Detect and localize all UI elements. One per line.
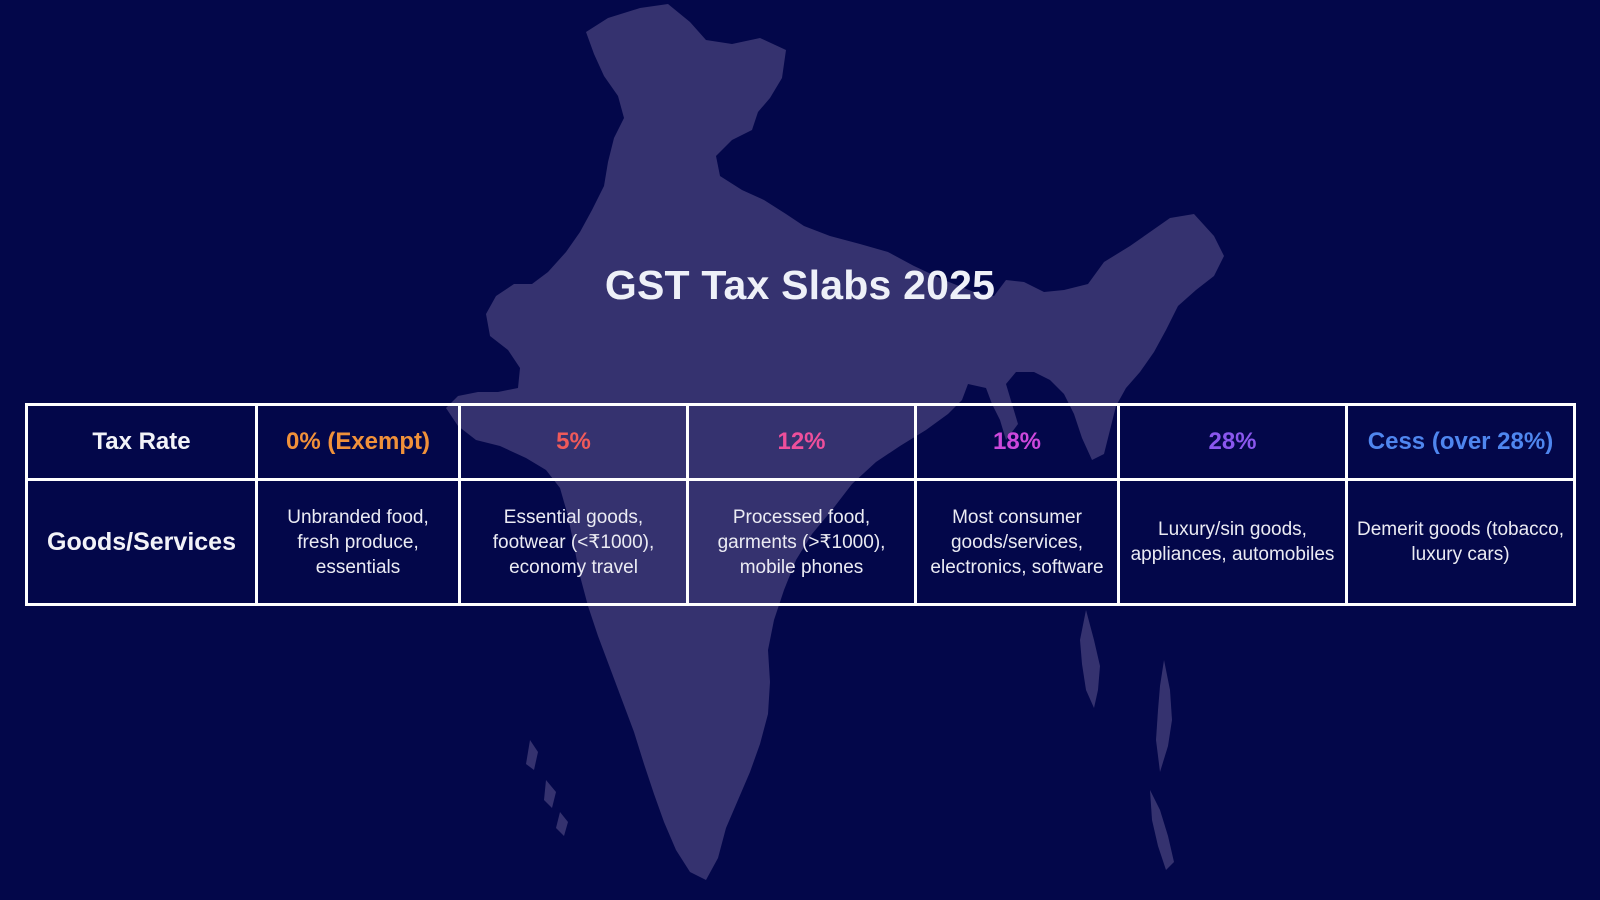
rate-cell: 5% [458, 403, 689, 481]
rate-cell: 28% [1117, 403, 1348, 481]
goods-services-header: Goods/Services [25, 478, 258, 606]
page-title: GST Tax Slabs 2025 [604, 262, 996, 308]
goods-cell: Unbranded food, fresh produce, essential… [255, 478, 461, 606]
tax-rate-row: Tax Rate 0% (Exempt) 5% 12% 18% 28% Cess… [25, 403, 1576, 481]
goods-cell: Essential goods, footwear (<₹1000), econ… [458, 478, 689, 606]
goods-cell: Processed food, garments (>₹1000), mobil… [686, 478, 917, 606]
rate-cell: 12% [686, 403, 917, 481]
tax-rate-header: Tax Rate [25, 403, 258, 481]
rate-cell: 0% (Exempt) [255, 403, 461, 481]
rate-cell: 18% [914, 403, 1120, 481]
goods-cell: Luxury/sin goods, appliances, automobile… [1117, 478, 1348, 606]
rate-cell: Cess (over 28%) [1345, 403, 1576, 481]
goods-cell: Most consumer goods/services, electronic… [914, 478, 1120, 606]
goods-services-row: Goods/Services Unbranded food, fresh pro… [25, 478, 1576, 606]
gst-slabs-table: Tax Rate 0% (Exempt) 5% 12% 18% 28% Cess… [25, 403, 1576, 606]
goods-cell: Demerit goods (tobacco, luxury cars) [1345, 478, 1576, 606]
